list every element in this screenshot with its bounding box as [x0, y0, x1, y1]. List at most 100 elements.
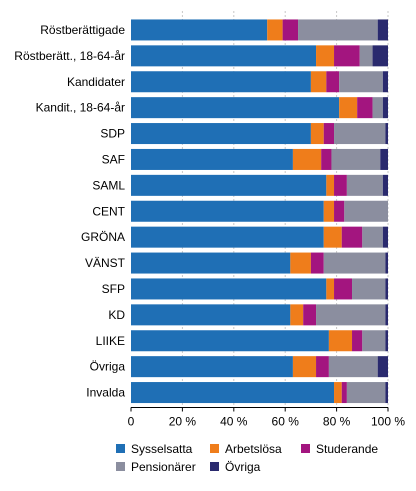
bar-segment: [346, 382, 386, 404]
bar-segment: [131, 356, 293, 378]
bar-segment: [131, 200, 324, 222]
bar-row: [131, 174, 388, 196]
category-label: LIIKE: [96, 334, 125, 348]
bar-segment: [326, 278, 335, 300]
bar-segment: [334, 123, 386, 145]
bar-segment: [385, 123, 388, 145]
bar-row: [131, 278, 388, 300]
bar-row: [131, 71, 388, 93]
category-label: SAML: [92, 178, 125, 192]
bar-row: [131, 330, 388, 352]
bar-segment: [382, 174, 388, 196]
bar-segment: [328, 356, 378, 378]
category-label: SFP: [102, 282, 125, 296]
legend-swatch: [116, 444, 125, 453]
legend-item: Sysselsatta: [116, 442, 193, 456]
legend-label: Arbetslösa: [225, 442, 282, 456]
bar-row: [131, 45, 388, 67]
bar-segment: [131, 97, 340, 119]
legend-label: Studerande: [316, 442, 378, 456]
category-label: Kandit., 18-64-år: [36, 101, 125, 115]
bar-segment: [323, 226, 342, 248]
bar-row: [131, 252, 388, 274]
bar-segment: [341, 226, 363, 248]
category-label: Invalda: [86, 386, 125, 400]
bar-segment: [359, 45, 373, 67]
bar-segment: [323, 200, 335, 222]
bar-row: [131, 148, 388, 170]
legend-swatch: [116, 462, 125, 471]
bar-segment: [131, 330, 329, 352]
bar-segment: [290, 304, 304, 326]
bar-segment: [267, 19, 283, 41]
bar-segment: [385, 382, 388, 404]
bar-row: [131, 19, 388, 41]
bar-row: [131, 226, 388, 248]
legend-swatch: [301, 444, 310, 453]
x-axis-ticks: 0 20 % 40 % 60 % 80 % 100 %: [128, 407, 405, 429]
bar-segment: [290, 252, 311, 274]
bars: [131, 19, 388, 404]
bar-segment: [385, 278, 388, 300]
bar-segment: [321, 148, 332, 170]
bar-segment: [334, 382, 342, 404]
category-label: Röstberätt., 18-64-år: [14, 49, 125, 63]
bar-segment: [131, 252, 291, 274]
bar-segment: [131, 71, 311, 93]
bar-segment: [310, 123, 324, 145]
bar-segment: [323, 252, 386, 274]
bar-segment: [339, 71, 383, 93]
category-label: VÄNST: [85, 256, 126, 270]
bar-segment: [282, 19, 299, 41]
bar-row: [131, 304, 388, 326]
legend-swatch: [210, 444, 219, 453]
bar-segment: [377, 19, 388, 41]
bar-segment: [328, 330, 353, 352]
bar-segment: [380, 148, 388, 170]
bar-segment: [316, 304, 386, 326]
bar-segment: [131, 174, 327, 196]
category-label: Röstberättigade: [40, 23, 125, 37]
bar-segment: [352, 278, 386, 300]
bar-segment: [385, 330, 388, 352]
bar-segment: [382, 97, 388, 119]
bar-segment: [372, 45, 388, 67]
category-label: Kandidater: [67, 75, 125, 89]
bar-row: [131, 382, 388, 404]
bar-segment: [292, 356, 317, 378]
bar-segment: [316, 45, 335, 67]
bar-segment: [334, 45, 360, 67]
bar-segment: [331, 148, 381, 170]
bar-segment: [362, 226, 383, 248]
legend-label: Övriga: [225, 460, 261, 474]
bar-segment: [131, 123, 311, 145]
x-tick-label: 0: [128, 415, 135, 429]
bar-segment: [344, 200, 388, 222]
bar-segment: [382, 71, 388, 93]
bar-segment: [131, 148, 293, 170]
bar-segment: [334, 200, 345, 222]
x-tick-label: 100 %: [371, 415, 405, 429]
bar-segment: [352, 330, 363, 352]
x-tick-label: 20 %: [169, 415, 197, 429]
legend-label: Sysselsatta: [131, 442, 193, 456]
bar-segment: [310, 252, 324, 274]
bar-segment: [292, 148, 322, 170]
bar-row: [131, 356, 388, 378]
bar-segment: [339, 97, 358, 119]
x-tick-label: 40 %: [220, 415, 248, 429]
bar-segment: [362, 330, 386, 352]
bar-segment: [131, 304, 291, 326]
category-label: SAF: [102, 152, 125, 166]
bar-segment: [316, 356, 329, 378]
bar-segment: [326, 71, 340, 93]
bar-segment: [131, 226, 324, 248]
bar-segment: [131, 278, 327, 300]
bar-segment: [298, 19, 378, 41]
legend-item: Studerande: [301, 442, 378, 456]
bar-segment: [385, 304, 388, 326]
category-label: KD: [108, 308, 125, 322]
bar-segment: [372, 97, 383, 119]
legend-item: Pensionärer: [116, 460, 196, 474]
